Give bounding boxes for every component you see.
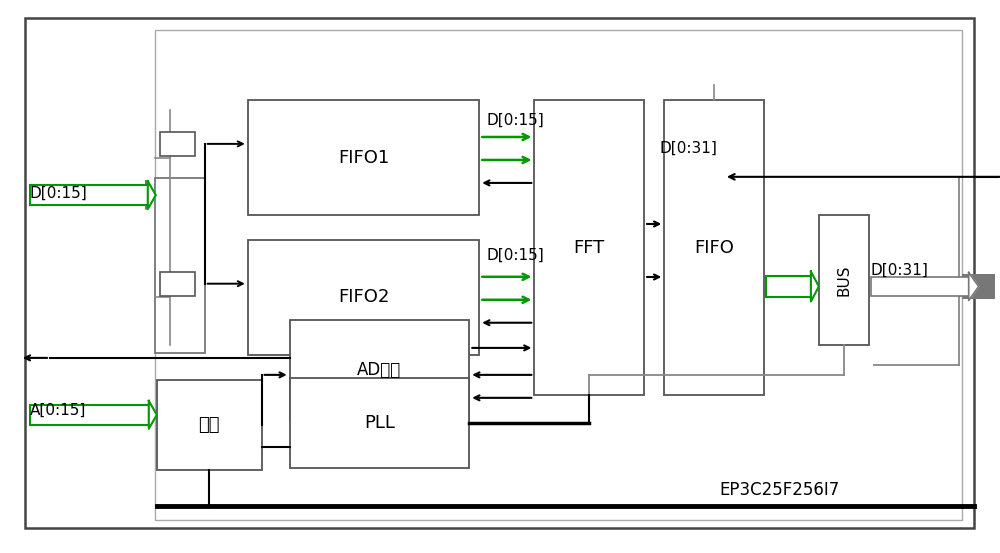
Bar xyxy=(819,215,869,345)
Text: D[0:15]: D[0:15] xyxy=(30,186,88,201)
Text: D[0:15]: D[0:15] xyxy=(486,248,544,263)
Text: FIFO2: FIFO2 xyxy=(338,289,389,306)
Bar xyxy=(155,30,962,520)
Bar xyxy=(534,100,644,395)
Bar xyxy=(290,378,469,468)
Text: D[0:31]: D[0:31] xyxy=(871,263,929,278)
Bar xyxy=(160,132,195,156)
Text: EP3C25F256I7: EP3C25F256I7 xyxy=(719,481,839,499)
Text: D[0:31]: D[0:31] xyxy=(659,140,717,156)
Bar xyxy=(157,380,262,469)
Bar xyxy=(248,100,479,215)
Text: D[0:15]: D[0:15] xyxy=(486,113,544,128)
Bar xyxy=(160,272,195,296)
Bar xyxy=(30,185,148,205)
Bar xyxy=(155,178,205,353)
Text: PLL: PLL xyxy=(364,414,395,432)
Bar xyxy=(30,405,149,425)
Text: AD控制: AD控制 xyxy=(357,361,402,379)
Bar xyxy=(664,100,764,395)
Bar xyxy=(30,185,146,205)
Text: FIFO: FIFO xyxy=(694,238,734,257)
Polygon shape xyxy=(811,272,819,301)
Polygon shape xyxy=(969,273,979,300)
Text: FFT: FFT xyxy=(574,238,605,257)
Text: FIFO1: FIFO1 xyxy=(338,149,389,166)
Text: 译码: 译码 xyxy=(198,416,220,434)
Text: A[0:15]: A[0:15] xyxy=(30,403,86,418)
Text: BUS: BUS xyxy=(836,264,851,296)
Polygon shape xyxy=(149,401,157,429)
Polygon shape xyxy=(146,181,156,209)
Polygon shape xyxy=(148,181,156,209)
Bar xyxy=(766,275,811,298)
Bar xyxy=(248,240,479,355)
Bar xyxy=(290,320,469,420)
Bar xyxy=(871,276,969,296)
